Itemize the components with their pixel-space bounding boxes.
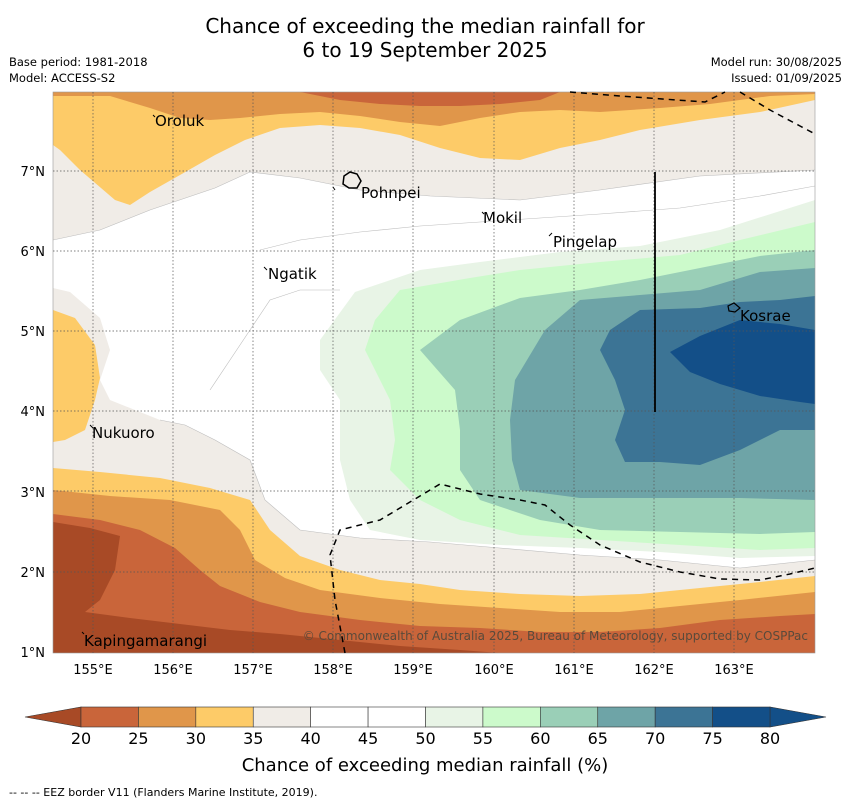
colorbar-segment [195,706,254,728]
lon-label: 155°E [73,663,113,678]
contour-20-25-bottom [53,522,500,653]
colorbar-tick-label: 50 [415,729,436,748]
island-markers [81,114,553,635]
lat-label: 1°N [21,646,46,661]
contour-25-30-bottom [53,514,815,653]
colorbar-segment [654,706,713,728]
contour-30-35-top [53,92,815,126]
latitude-labels: 7°N 6°N 5°N 4°N 3°N 2°N 1°N [21,165,46,661]
colorbar-extend-high [769,706,827,728]
kosrae-island [727,302,741,313]
lat-label: 4°N [21,405,46,420]
colorbar-segment [597,706,656,728]
lat-label: 5°N [21,325,46,340]
lat-label: 2°N [21,566,46,581]
rainfall-contours [53,92,815,653]
lon-label: 159°E [393,663,433,678]
pohnpei-island [342,171,362,189]
lat-label: 7°N [21,165,46,180]
label-pingelap: Pingelap [553,233,617,251]
colorbar-extend-low [24,706,82,728]
colorbar-segment [80,706,139,728]
colorbar-tick-label: 35 [243,729,264,748]
colorbar-tick-label: 70 [644,729,666,748]
colorbar-segment [425,706,484,728]
colorbar-title: Chance of exceeding median rainfall (%) [241,755,609,776]
colorbar-tick-label: 75 [702,729,723,748]
colorbar-tick-label: 40 [300,729,321,748]
lon-label: 157°E [233,663,273,678]
lon-label: 156°E [153,663,193,678]
colorbar [24,706,827,728]
lon-label: 160°E [474,663,514,678]
colorbar-tick-label: 60 [530,729,551,748]
contour-35-40-top [53,92,815,205]
colorbar-segment [138,706,197,728]
base-period: Base period: 1981-2018 [9,55,148,69]
longitude-labels: 155°E 156°E 157°E 158°E 159°E 160°E 161°… [73,663,754,678]
colorbar-tick-label: 55 [472,729,494,748]
colorbar-segment [712,706,771,728]
label-kapingamarangi: Kapingamarangi [84,632,207,650]
colorbar-tick-label: 80 [759,729,781,748]
colorbar-tick-label: 45 [357,729,379,748]
model-run: Model run: 30/08/2025 [710,55,842,69]
graticule [53,92,815,653]
copyright-notice: © Commonwealth of Australia 2025, Bureau… [303,629,808,643]
lon-label: 162°E [634,663,674,678]
label-oroluk: Oroluk [155,112,204,130]
contour-80-plus [670,320,815,404]
label-mokil: Mokil [483,209,522,227]
label-pohnpei: Pohnpei [361,184,421,202]
colorbar-tick-label: 25 [128,729,149,748]
colorbar-segment [540,706,599,728]
lon-label: 161°E [554,663,594,678]
label-ngatik: Ngatik [268,265,317,283]
eez-source-note: -- -- -- EEZ border V11 (Flanders Marine… [9,786,318,799]
colorbar-segment [367,706,426,728]
colorbar-tick-label: 30 [185,729,207,748]
colorbar-segment [252,706,311,728]
lon-label: 158°E [313,663,353,678]
map-title-line1: Chance of exceeding the median rainfall … [205,14,645,38]
colorbar-segment [482,706,541,728]
map-frame [52,91,816,654]
colorbar-segment [310,706,369,728]
map-title-line2: 6 to 19 September 2025 [302,38,548,62]
label-nukuoro: Nukuoro [92,424,155,442]
colorbar-tick-label: 65 [587,729,608,748]
colorbar-tick-label: 20 [70,729,92,748]
contour-lines [53,169,815,569]
lon-label: 163°E [714,663,754,678]
label-kosrae: Kosrae [740,307,791,325]
eez-border [329,91,816,654]
model-name: Model: ACCESS-S2 [9,71,116,85]
lat-label: 6°N [21,245,46,260]
contour-25-30-top [300,92,560,106]
issued-date: Issued: 01/09/2025 [731,71,842,85]
lat-label: 3°N [21,486,46,501]
contour-35-40-west [53,310,100,442]
ant-atoll [332,186,336,191]
